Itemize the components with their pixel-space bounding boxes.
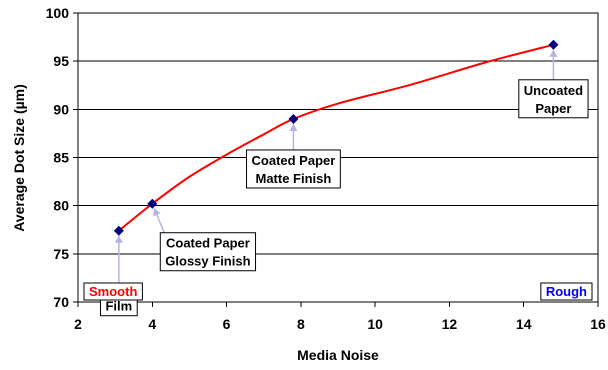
data-label-text: Uncoated [524,83,583,98]
y-tick-label: 75 [53,246,69,262]
data-label-text: Film [105,299,132,314]
region-label-text: Rough [546,284,587,299]
data-point [113,225,124,236]
y-tick-label: 100 [46,5,70,21]
annotation-arrowhead [549,49,558,57]
y-tick-label: 80 [53,198,69,214]
y-axis-title: Average Dot Size (µm) [11,84,27,232]
annotation-arrowhead [114,235,123,243]
data-label-text: Paper [535,101,571,116]
annotation-arrowhead [289,123,298,131]
data-label-text: Matte Finish [256,171,332,186]
data-label-box [518,79,589,119]
data-label: Uncoated Paper [518,79,589,119]
x-tick-label: 6 [223,316,231,332]
x-tick-label: 2 [74,316,82,332]
region-label: Smooth [83,282,143,301]
region-label-box [540,282,593,301]
region-label: Rough [540,282,593,301]
annotation-arrowhead [153,208,161,217]
data-label-box [159,232,257,272]
data-label: Coated Paper Glossy Finish [159,232,257,272]
data-label-text: Coated Paper [166,236,250,251]
y-tick-label: 95 [53,53,69,69]
data-label-text: Glossy Finish [165,254,250,269]
x-tick-label: 10 [367,316,383,332]
x-axis-title: Media Noise [297,347,379,363]
data-point [147,198,158,209]
region-label-box [83,282,143,301]
y-tick-label: 90 [53,101,69,117]
tick-label-layer: 70 75 80 85 90 95 100 2 4 6 8 10 12 14 16 [46,5,606,332]
x-tick-label: 4 [148,316,156,332]
fit-curve [118,43,554,232]
curve-layer [118,43,554,232]
data-label-text: Coated Paper [252,153,336,168]
data-point [548,39,559,50]
x-tick-label: 14 [516,316,532,332]
y-tick-label: 85 [53,150,69,166]
region-label-text: Smooth [89,284,137,299]
data-point [288,113,299,124]
point-layer [113,39,559,236]
region-label-layer: Smooth Rough [83,282,593,301]
data-label-box [246,149,341,189]
data-label: Film [99,295,138,317]
data-label: Coated Paper Matte Finish [246,149,341,189]
y-tick-label: 70 [53,294,69,310]
x-tick-label: 8 [297,316,305,332]
plot-area [77,12,599,303]
x-tick-label: 12 [442,316,458,332]
x-tick-label: 16 [590,316,606,332]
